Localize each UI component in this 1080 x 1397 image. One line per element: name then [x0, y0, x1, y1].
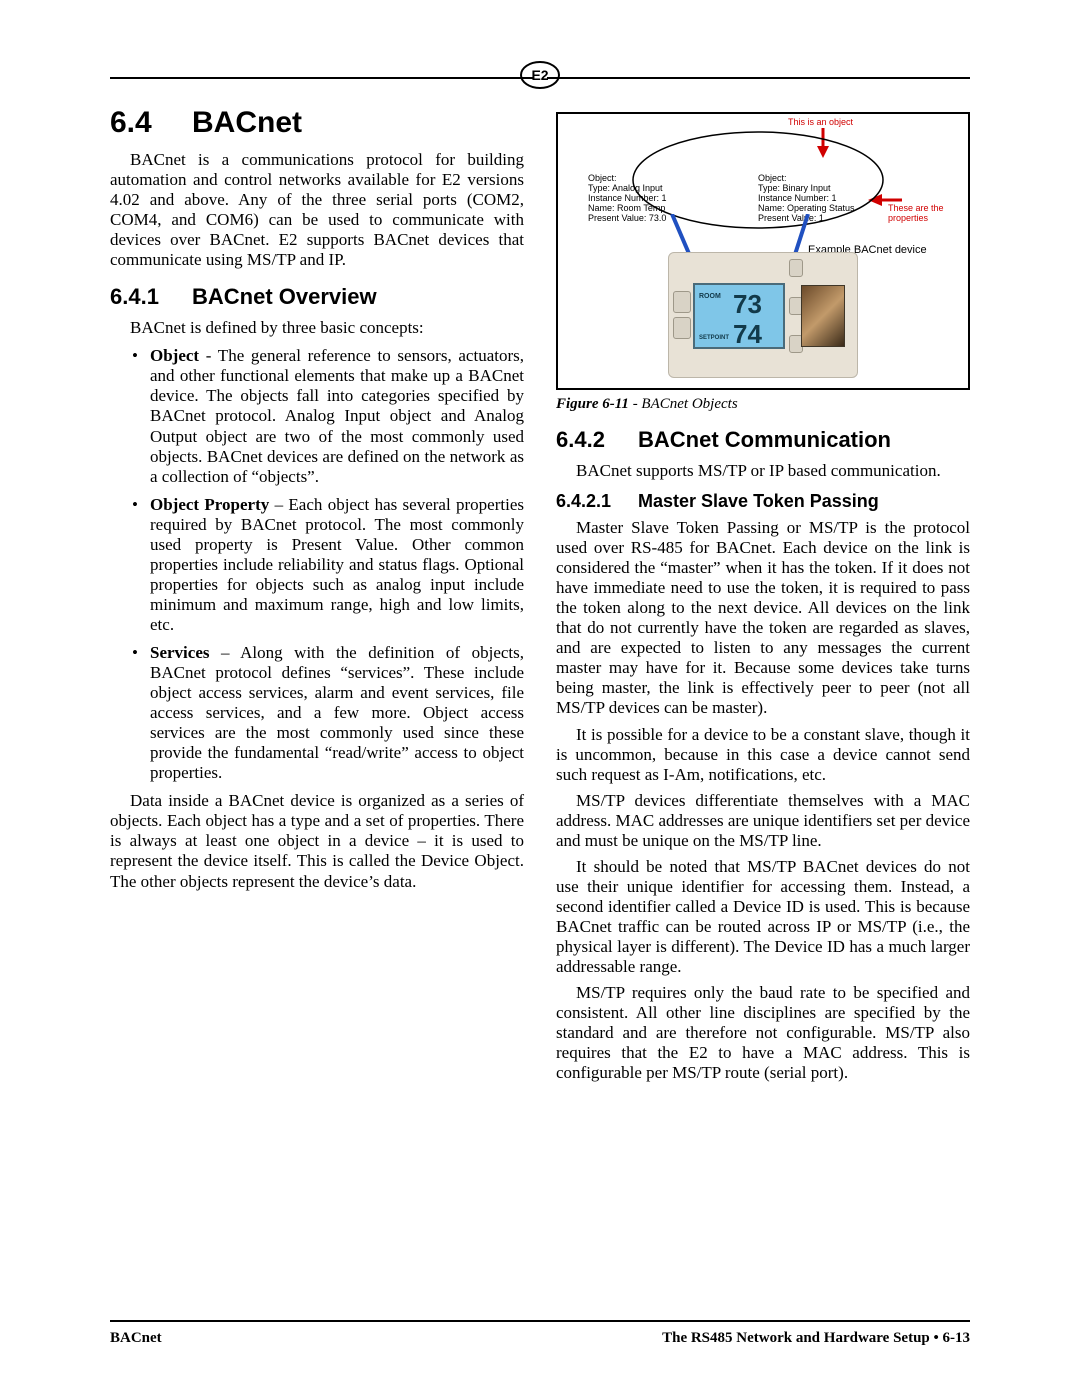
device-photo: [801, 285, 845, 347]
subsection-title: BACnet Overview: [192, 284, 377, 309]
left-column: 6.4BACnet BACnet is a communications pro…: [110, 106, 524, 1089]
subsubsection-6421: 6.4.2.1Master Slave Token Passing: [556, 491, 970, 512]
device-btn-mid-1: [789, 259, 803, 277]
mstp-p5: MS/TP requires only the baud rate to be …: [556, 983, 970, 1083]
rule-left: [110, 77, 533, 79]
bullet-object: Object - The general reference to sensor…: [150, 346, 524, 486]
fig-obj-left: Object: Type: Analog Input Instance Numb…: [588, 174, 667, 223]
rule-right: [547, 77, 970, 79]
footer-right: The RS485 Network and Hardware Setup • 6…: [662, 1330, 970, 1347]
s641-lead: BACnet is defined by three basic concept…: [110, 318, 524, 338]
mstp-p2: It is possible for a device to be a cons…: [556, 725, 970, 785]
thermostat-device: ROOM 73 SETPOINT 74: [668, 252, 858, 378]
figure-6-11: This is an object These are the properti…: [556, 112, 970, 390]
fig-top-label: This is an object: [788, 118, 853, 128]
device-lcd: ROOM 73 SETPOINT 74: [693, 283, 785, 349]
device-btn-left-1: [673, 291, 691, 313]
two-column-layout: 6.4BACnet BACnet is a communications pro…: [110, 106, 970, 1089]
footer-left: BACnet: [110, 1330, 162, 1347]
bullet-services: Services – Along with the definition of …: [150, 643, 524, 783]
intro-paragraph: BACnet is a communications protocol for …: [110, 150, 524, 270]
page-footer: BACnet The RS485 Network and Hardware Se…: [110, 1320, 970, 1347]
page: E2 6.4BACnet BACnet is a communications …: [0, 0, 1080, 1397]
mstp-p4: It should be noted that MS/TP BACnet dev…: [556, 857, 970, 977]
section-title: BACnet: [192, 106, 302, 139]
mstp-p1: Master Slave Token Passing or MS/TP is t…: [556, 518, 970, 718]
mstp-p3: MS/TP devices differentiate themselves w…: [556, 791, 970, 851]
section-heading: 6.4BACnet: [110, 106, 524, 140]
bullet-object-property: Object Property – Each object has severa…: [150, 495, 524, 635]
device-btn-left-2: [673, 317, 691, 339]
right-column: This is an object These are the properti…: [556, 106, 970, 1089]
svg-text:E2: E2: [531, 67, 548, 83]
subsection-642: 6.4.2BACnet Communication: [556, 427, 970, 453]
subsection-number: 6.4.1: [110, 284, 192, 310]
figure-caption: Figure 6-11 - BACnet Objects: [556, 396, 970, 413]
subsection-title: BACnet Communication: [638, 427, 891, 452]
s641-tail: Data inside a BACnet device is organized…: [110, 791, 524, 891]
s642-lead: BACnet supports MS/TP or IP based commun…: [556, 461, 970, 481]
subsection-641: 6.4.1BACnet Overview: [110, 284, 524, 310]
concept-list: Object - The general reference to sensor…: [110, 346, 524, 783]
header-rule: E2: [110, 70, 970, 84]
subsub-title: Master Slave Token Passing: [638, 491, 879, 511]
subsection-number: 6.4.2: [556, 427, 638, 453]
section-number: 6.4: [110, 106, 192, 140]
subsub-number: 6.4.2.1: [556, 491, 638, 512]
